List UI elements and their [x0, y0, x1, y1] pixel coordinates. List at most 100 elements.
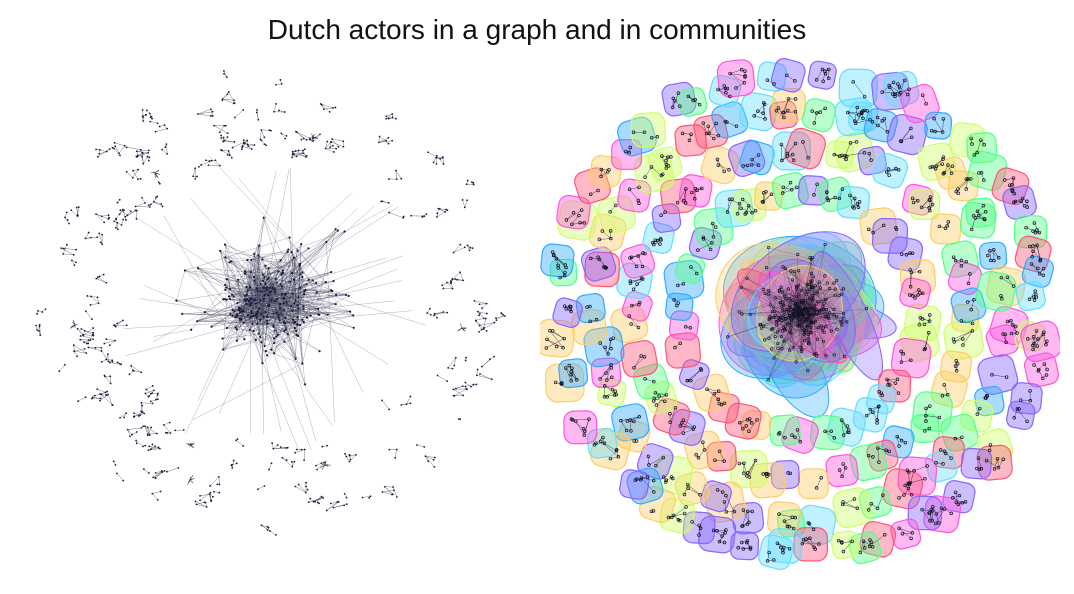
graph-node — [301, 318, 304, 321]
graph-node — [302, 321, 305, 324]
graph-node — [174, 429, 177, 432]
graph-edge — [496, 314, 504, 321]
community-node — [918, 316, 923, 320]
community-edge — [800, 313, 842, 326]
community-node — [1041, 266, 1046, 271]
graph-edge — [97, 277, 107, 283]
graph-node — [114, 325, 117, 328]
community-node — [716, 133, 721, 138]
community-node — [752, 114, 756, 118]
graph-node — [44, 308, 47, 311]
graph-node — [70, 259, 73, 262]
community-node — [791, 346, 795, 350]
graph-node — [104, 391, 107, 394]
community-node — [707, 131, 711, 135]
graph-edge — [274, 321, 285, 354]
community-node — [781, 265, 785, 269]
graph-node — [459, 243, 462, 246]
graph-node — [293, 302, 296, 305]
community-node — [766, 246, 771, 250]
community-blob — [563, 410, 598, 445]
community-edge — [648, 457, 664, 466]
graph-node — [280, 273, 283, 276]
graph-node — [275, 103, 277, 105]
graph-node — [236, 301, 239, 305]
graph-edge — [295, 449, 305, 454]
graph-node — [246, 139, 249, 142]
community-node — [544, 346, 549, 350]
graph-node — [298, 324, 302, 327]
community-edge — [727, 199, 733, 213]
graph-node — [253, 252, 256, 255]
community-node — [886, 167, 891, 171]
community-node — [954, 369, 959, 373]
community-node — [803, 313, 807, 317]
community-blob — [897, 456, 938, 496]
graph-node — [243, 141, 246, 144]
community-node — [687, 138, 692, 143]
community-node — [988, 248, 992, 253]
graph-node — [213, 124, 215, 127]
community-node — [570, 222, 574, 226]
community-blob — [941, 240, 979, 278]
graph-node — [293, 460, 296, 463]
community-node — [764, 265, 769, 270]
community-blob — [1010, 382, 1043, 415]
community-node — [777, 289, 781, 293]
graph-node — [466, 244, 469, 247]
community-edge — [803, 539, 815, 548]
community-node — [953, 364, 958, 368]
graph-edge — [229, 262, 286, 294]
graph-node — [92, 338, 94, 341]
community-node — [575, 377, 579, 382]
community-blob — [1023, 352, 1060, 388]
community-edge — [899, 80, 905, 95]
graph-edge — [290, 168, 295, 323]
community-node — [558, 275, 562, 280]
community-node — [775, 323, 779, 327]
community-edge — [952, 497, 963, 503]
community-node — [964, 177, 969, 181]
community-edge — [868, 455, 873, 458]
community-node — [705, 131, 709, 136]
community-node — [659, 213, 663, 217]
community-edge — [800, 309, 822, 314]
graph-node — [478, 324, 481, 327]
community-node — [824, 297, 828, 302]
community-node — [784, 297, 788, 301]
graph-node — [156, 122, 159, 125]
community-node — [740, 197, 745, 202]
graph-node — [385, 139, 388, 142]
graph-node — [264, 282, 267, 286]
community-node — [780, 318, 784, 322]
community-node — [887, 449, 891, 454]
graph-node — [361, 496, 364, 499]
community-node — [675, 303, 679, 308]
community-edge — [1007, 277, 1014, 287]
graph-node — [125, 324, 128, 327]
community-edge — [1020, 201, 1025, 206]
graph-node — [75, 206, 78, 209]
community-blob — [668, 310, 700, 341]
community-blob — [708, 74, 742, 108]
graph-node — [224, 298, 227, 301]
community-node — [960, 501, 964, 505]
graph-node — [306, 488, 309, 491]
graph-node — [284, 316, 287, 320]
graph-node — [261, 258, 264, 261]
graph-node — [428, 307, 431, 310]
community-node — [772, 82, 776, 86]
community-blob — [711, 101, 749, 139]
community-edge — [546, 339, 564, 348]
community-blob — [986, 265, 1027, 307]
graph-node — [263, 345, 266, 348]
graph-node — [277, 314, 280, 317]
community-node — [748, 545, 753, 550]
graph-edge — [476, 369, 478, 376]
graph-node — [102, 273, 105, 276]
graph-edge — [394, 449, 397, 458]
graph-edge — [82, 327, 94, 336]
community-node — [820, 67, 825, 72]
graph-node — [216, 483, 219, 486]
graph-node — [334, 302, 337, 306]
